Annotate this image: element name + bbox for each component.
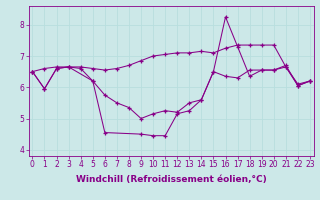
X-axis label: Windchill (Refroidissement éolien,°C): Windchill (Refroidissement éolien,°C) — [76, 175, 267, 184]
